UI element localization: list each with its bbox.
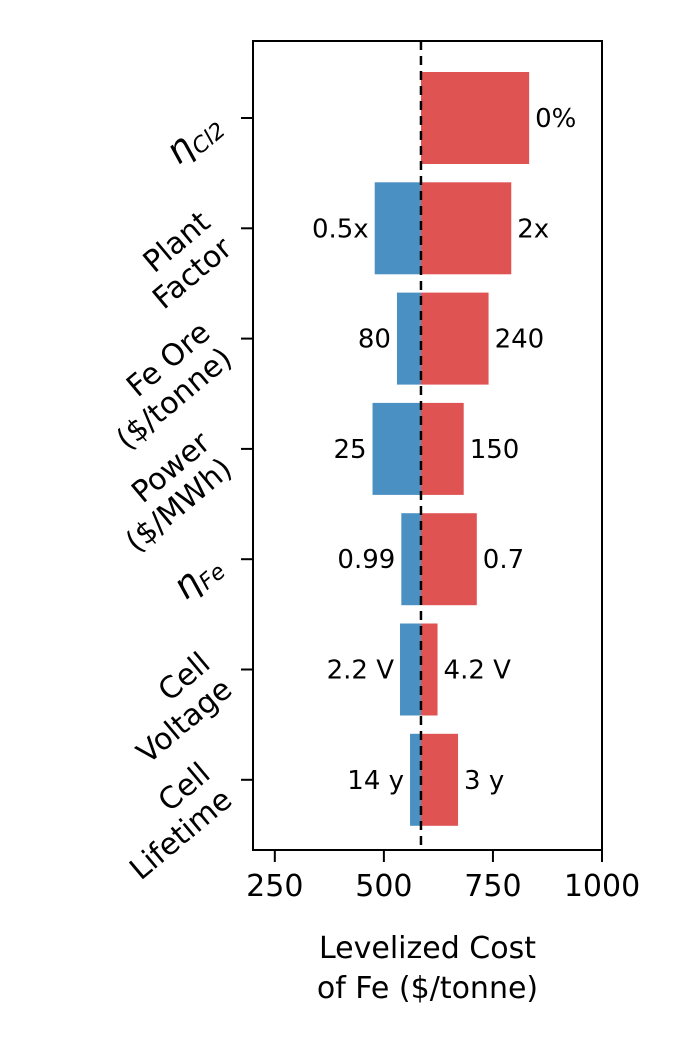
data-label-low: 25 [333,435,366,465]
x-axis-title: Levelized Cost of Fe ($/tonne) [317,931,538,1006]
bar-high [420,733,459,826]
bar-high [420,623,438,716]
category-label: ηFe [165,545,231,610]
bar-high [420,182,512,275]
data-label-low: 0.5x [312,214,369,244]
bar-low [401,513,421,606]
category-label-text: ηFe [165,545,231,610]
data-label-high: 3 y [464,766,504,796]
bar-low [372,402,421,495]
category-label-text: ηCl2 [158,103,231,174]
data-label-low: 14 y [347,766,404,796]
data-label-low: 0.99 [337,545,395,575]
data-label-high: 0% [535,104,576,134]
x-tick-label: 1000 [564,869,640,904]
x-axis: 250 500 750 1000 [246,850,640,904]
bar-high [420,513,477,606]
x-tick-label: 500 [355,869,412,904]
bar-high [420,292,489,385]
category-label: ηCl2 [158,103,231,174]
data-label-high: 2x [517,214,549,244]
bar-high [420,402,464,495]
bar-low [410,733,421,826]
bar-low [396,292,421,385]
bar-high [420,72,530,164]
data-label-high: 4.2 V [444,656,512,686]
data-label-high: 0.7 [483,545,524,575]
data-label-low: 80 [358,325,391,355]
bar-low [374,182,421,275]
data-label-low: 2.2 V [327,656,395,686]
category-label: Fe Ore($/tonne) [110,315,239,457]
x-tick-label: 250 [246,869,303,904]
category-label: Power($/MWh) [119,425,239,560]
x-tick-label: 750 [464,869,521,904]
data-label-high: 240 [495,325,545,355]
bar-low [400,623,421,716]
plot-frame [252,40,603,851]
bars-group: 0% 0.5x 2x 80 240 25 150 0.99 0.7 2.2 V 4.2 V 14 y 3… [312,72,576,826]
data-label-high: 150 [470,435,520,465]
